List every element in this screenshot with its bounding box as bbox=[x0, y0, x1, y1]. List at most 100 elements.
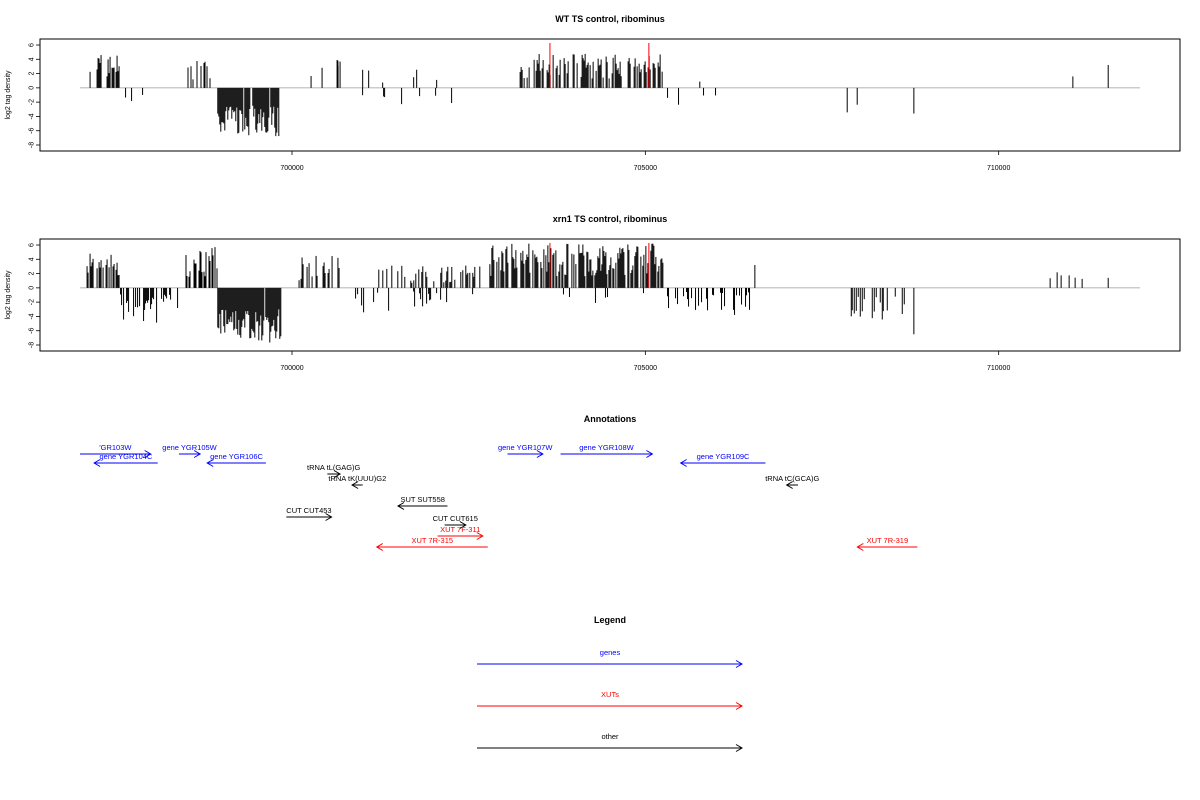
x-tick-label: 705000 bbox=[634, 165, 657, 172]
annotation-label: tRNA tC(GCA)G bbox=[765, 474, 819, 483]
annotation-feature: gene YGR109C bbox=[679, 452, 766, 467]
ylabel-xrn1: log2 tag density bbox=[5, 270, 12, 320]
legend-label: genes bbox=[600, 648, 621, 657]
y-tick-label: 4 bbox=[29, 57, 36, 61]
annotation-arrowhead bbox=[679, 459, 687, 467]
annotation-arrowhead bbox=[325, 513, 333, 521]
annotation-label: gene YGR109C bbox=[697, 452, 750, 461]
annotation-arrowhead bbox=[536, 450, 544, 458]
annotation-arrowhead bbox=[93, 459, 101, 467]
x-tick-label: 710000 bbox=[987, 165, 1010, 172]
annotation-arrowhead bbox=[459, 521, 467, 529]
annotation-feature: 'GR103W bbox=[80, 443, 152, 458]
annotation-arrowhead bbox=[193, 450, 202, 458]
x-tick-label: 705000 bbox=[634, 365, 657, 372]
y-tick-label: 6 bbox=[29, 243, 36, 247]
legend-label: other bbox=[601, 732, 619, 741]
y-tick-label: -8 bbox=[29, 342, 36, 348]
legend-item: other bbox=[477, 732, 743, 752]
legend-panel: Legend genes XUTs other bbox=[477, 615, 743, 752]
annotation-label: tRNA tL(GAG)G bbox=[307, 463, 361, 472]
annotation-arrowhead bbox=[476, 532, 484, 540]
annotation-label: SUT SUT558 bbox=[400, 495, 444, 504]
legend-arrowhead bbox=[735, 660, 743, 668]
annotation-feature: gene YGR106C bbox=[206, 452, 266, 467]
plot-frame-xrn1 bbox=[39, 238, 1181, 352]
annotation-feature: gene YGR108W bbox=[560, 443, 654, 458]
annotation-label: CUT CUT453 bbox=[286, 506, 331, 515]
annotation-arrowhead bbox=[856, 543, 864, 551]
annotation-feature: SUT SUT558 bbox=[397, 495, 448, 510]
panel-title-wt: WT TS control, ribominus bbox=[555, 14, 665, 24]
annotation-feature: XUT 7F-311 bbox=[437, 525, 484, 540]
bars-wt bbox=[80, 43, 1140, 137]
annotation-feature: tRNA tL(GAG)G bbox=[307, 463, 361, 478]
legend-arrowhead bbox=[735, 744, 743, 752]
annotation-label: gene YGR106C bbox=[210, 452, 263, 461]
annotation-feature: tRNA tK(UUU)G2 bbox=[328, 474, 386, 489]
annotation-feature: gene YGR107W bbox=[498, 443, 553, 458]
y-tick-label: 4 bbox=[29, 257, 36, 261]
y-tick-label: -4 bbox=[29, 113, 36, 119]
y-tick-label: 0 bbox=[29, 86, 36, 90]
y-tick-label: 2 bbox=[29, 72, 36, 76]
annotation-label: XUT 7F-311 bbox=[440, 525, 480, 534]
y-tick-label: -4 bbox=[29, 313, 36, 319]
annotation-label: gene YGR108W bbox=[579, 443, 634, 452]
annotation-feature: tRNA tC(GCA)G bbox=[765, 474, 820, 489]
x-tick-label: 700000 bbox=[280, 365, 303, 372]
legend-title: Legend bbox=[594, 615, 626, 625]
annotation-arrowhead bbox=[351, 481, 359, 489]
legend-arrowhead bbox=[735, 702, 743, 710]
annotation-label: gene YGR105W bbox=[162, 443, 217, 452]
y-axis-xrn1: 6 4 2 0 -2 -4 -6 -8 bbox=[29, 243, 41, 348]
annotation-label: gene YGR104C bbox=[100, 452, 153, 461]
annotation-arrowhead bbox=[206, 459, 214, 467]
y-tick-label: 6 bbox=[29, 43, 36, 47]
annotation-feature: gene YGR104C bbox=[93, 452, 158, 467]
annotation-feature: XUT 7R-319 bbox=[856, 536, 918, 551]
annotation-feature: XUT 7R-315 bbox=[375, 536, 488, 551]
annotation-feature: CUT CUT453 bbox=[286, 506, 333, 521]
panel-xrn1: xrn1 TS control, ribominus log2 tag dens… bbox=[5, 214, 1181, 372]
annotation-feature: gene YGR105W bbox=[162, 443, 218, 458]
annotation-label: CUT CUT615 bbox=[433, 514, 478, 523]
annotation-arrowhead bbox=[333, 470, 342, 478]
plot-frame-wt bbox=[39, 38, 1181, 152]
ylabel-wt: log2 tag density bbox=[5, 70, 12, 120]
legend-label: XUTs bbox=[601, 690, 619, 699]
annotation-label: 'GR103W bbox=[99, 443, 132, 452]
annotation-arrowhead bbox=[397, 502, 405, 510]
bars-xrn1 bbox=[80, 243, 1140, 343]
annotation-label: XUT 7R-315 bbox=[411, 536, 453, 545]
y-tick-label: 0 bbox=[29, 286, 36, 290]
annotation-arrowhead bbox=[646, 450, 654, 458]
panel-title-xrn1: xrn1 TS control, ribominus bbox=[553, 214, 668, 224]
y-tick-label: -6 bbox=[29, 128, 36, 134]
annotation-arrowhead bbox=[785, 481, 793, 489]
x-tick-label: 710000 bbox=[987, 365, 1010, 372]
legend-item: XUTs bbox=[477, 690, 743, 710]
annotation-label: XUT 7R-319 bbox=[867, 536, 909, 545]
legend-item: genes bbox=[477, 648, 743, 668]
annotation-arrowhead bbox=[375, 543, 384, 551]
x-axis-wt: 700000 705000 710000 bbox=[280, 151, 1010, 172]
x-tick-label: 700000 bbox=[280, 165, 303, 172]
y-tick-label: -2 bbox=[29, 299, 36, 305]
annotation-feature: CUT CUT615 bbox=[433, 514, 478, 529]
y-axis-wt: 6 4 2 0 -2 -4 -6 -8 bbox=[29, 43, 41, 148]
y-tick-label: -6 bbox=[29, 328, 36, 334]
panel-wt: WT TS control, ribominus log2 tag densit… bbox=[5, 14, 1181, 172]
legend-items: genes XUTs other bbox=[477, 648, 743, 752]
y-tick-label: 2 bbox=[29, 272, 36, 276]
y-tick-label: -8 bbox=[29, 142, 36, 148]
annotation-arrowhead bbox=[144, 450, 152, 458]
annotations-title: Annotations bbox=[584, 414, 637, 424]
annotation-label: tRNA tK(UUU)G2 bbox=[328, 474, 386, 483]
x-axis-xrn1: 700000 705000 710000 bbox=[280, 351, 1010, 372]
annotation-label: gene YGR107W bbox=[498, 443, 553, 452]
y-tick-label: -2 bbox=[29, 99, 36, 105]
